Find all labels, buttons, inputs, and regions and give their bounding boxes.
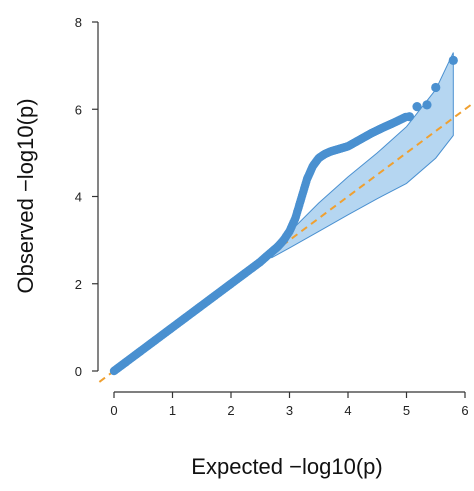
y-tick-label: 0 (75, 364, 82, 379)
x-tick-label: 0 (110, 403, 117, 418)
observed-point (431, 82, 441, 93)
observed-point (412, 102, 422, 112)
y-axis-title: Observed −log10(p) (13, 98, 38, 293)
y-tick-label: 2 (75, 277, 82, 292)
x-axis-title: Expected −log10(p) (191, 454, 382, 479)
x-tick-label: 4 (344, 403, 351, 418)
observed-point (422, 100, 432, 110)
confidence-band (271, 52, 454, 259)
x-tick-label: 6 (461, 403, 468, 418)
axes-layer: 0 1 2 3 4 5 6 0 2 4 6 8 (75, 15, 469, 418)
x-tick-label: 2 (227, 403, 234, 418)
x-tick-label: 1 (169, 403, 176, 418)
observed-point (448, 55, 458, 65)
y-tick-label: 8 (75, 15, 82, 30)
observed-point (404, 112, 415, 122)
confidence-band-layer (271, 52, 454, 259)
points-layer (109, 55, 458, 376)
x-tick-label: 5 (403, 403, 410, 418)
y-tick-label: 6 (75, 102, 82, 117)
y-tick-label: 4 (75, 190, 82, 205)
x-tick-label: 3 (286, 403, 293, 418)
